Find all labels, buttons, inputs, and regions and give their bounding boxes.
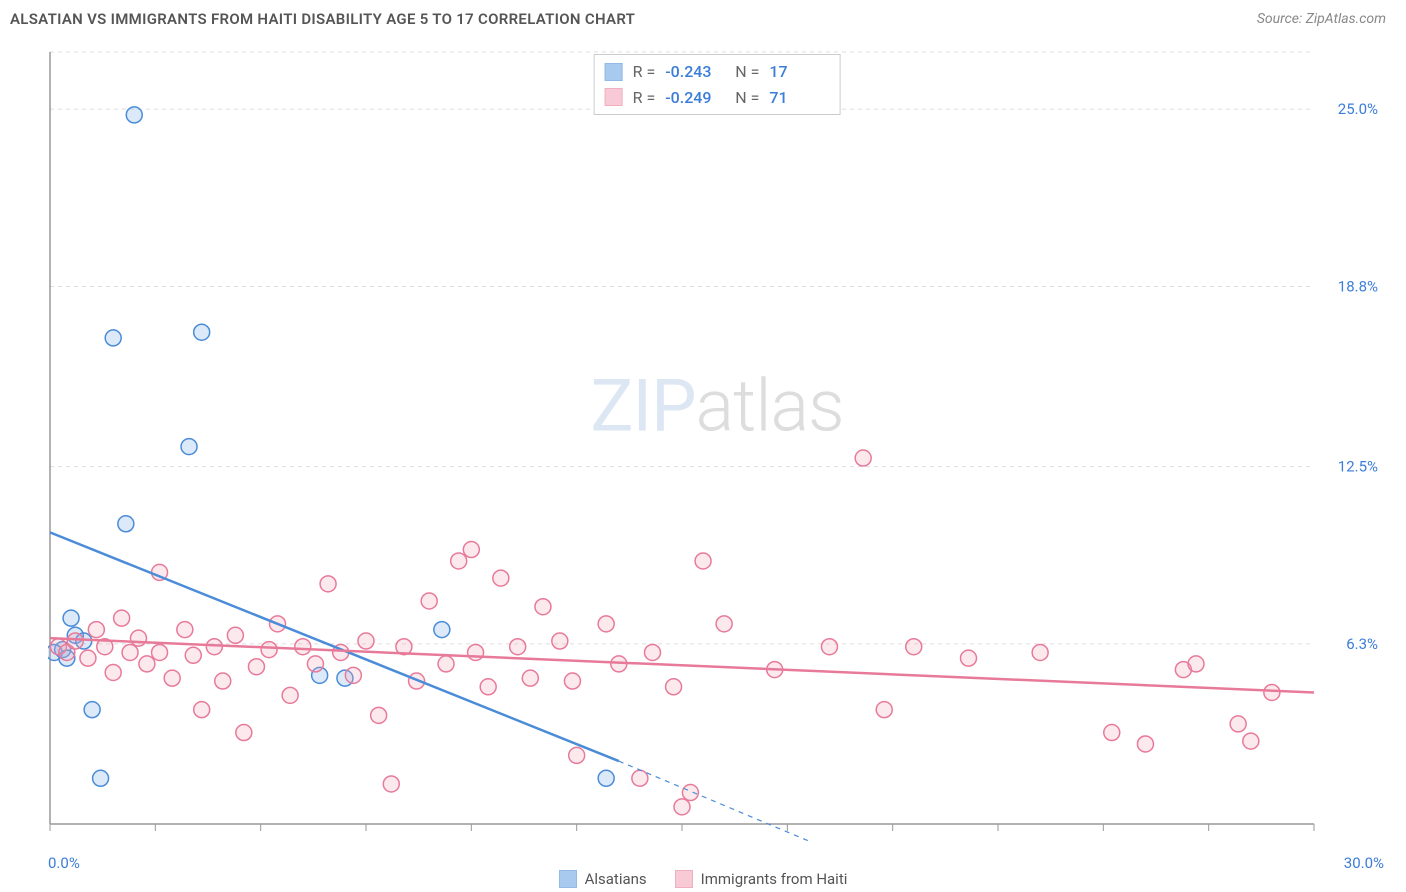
series-legend: Alsatians Immigrants from Haiti	[0, 870, 1406, 888]
series-legend-item: Immigrants from Haiti	[675, 870, 848, 888]
svg-text:25.0%: 25.0%	[1338, 100, 1378, 118]
series-legend-item: Alsatians	[559, 870, 647, 888]
legend-stat-row: R = -0.249 N = 71	[605, 85, 830, 111]
r-label: R =	[633, 85, 656, 111]
legend-swatch	[605, 88, 623, 106]
header: ALSATIAN VS IMMIGRANTS FROM HAITI DISABI…	[0, 0, 1406, 36]
legend-stat-row: R = -0.243 N = 17	[605, 59, 830, 85]
r-value: -0.249	[665, 85, 725, 111]
series-label: Immigrants from Haiti	[701, 870, 848, 888]
r-label: R =	[633, 59, 656, 85]
legend-swatch	[559, 870, 577, 888]
n-value: 71	[769, 85, 829, 111]
svg-text:6.3%: 6.3%	[1346, 635, 1378, 653]
legend-swatch	[605, 63, 623, 81]
n-value: 17	[769, 59, 829, 85]
correlation-legend: R = -0.243 N = 17 R = -0.249 N = 71	[594, 54, 841, 115]
svg-text:18.8%: 18.8%	[1338, 277, 1378, 295]
series-label: Alsatians	[585, 870, 647, 888]
legend-swatch	[675, 870, 693, 888]
source-attribution: Source: ZipAtlas.com	[1257, 11, 1386, 27]
chart-area: Disability Age 5 to 17 6.3%12.5%18.8%25.…	[48, 50, 1386, 842]
chart-title: ALSATIAN VS IMMIGRANTS FROM HAITI DISABI…	[10, 10, 635, 28]
n-label: N =	[735, 85, 759, 111]
svg-text:12.5%: 12.5%	[1338, 458, 1378, 476]
r-value: -0.243	[665, 59, 725, 85]
scatter-plot: 6.3% 12.5% 18.8% 25.0%	[48, 50, 1386, 842]
n-label: N =	[735, 59, 759, 85]
